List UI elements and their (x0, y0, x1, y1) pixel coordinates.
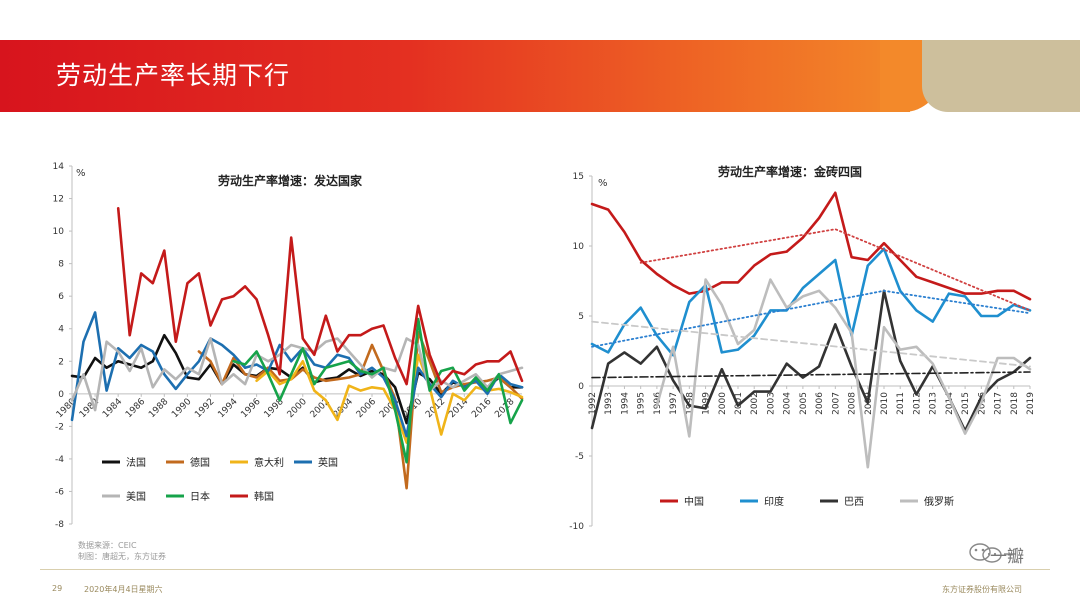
series-line-意大利 (255, 353, 524, 444)
x-tick-label: 1997 (669, 392, 679, 415)
x-tick-label: 2002 (309, 397, 332, 420)
y-tick-label: 4 (58, 325, 64, 335)
y-tick-label: 0 (578, 382, 584, 392)
legend-label: 德国 (190, 456, 210, 469)
footer-divider (40, 569, 1050, 570)
x-tick-label: 1994 (216, 397, 239, 420)
x-tick-label: 2002 (750, 392, 760, 415)
x-tick-label: 2012 (912, 392, 922, 415)
y-tick-label: -8 (55, 520, 64, 530)
series-line-trend-7 (591, 371, 1031, 379)
y-tick-label: -2 (55, 422, 64, 432)
legend-label: 日本 (190, 490, 210, 503)
x-tick-label: 1984 (101, 397, 124, 420)
y-tick-label: 14 (53, 162, 65, 172)
unit-label-0: % (76, 168, 86, 179)
slide-title: 劳动生产率长期下行 (56, 61, 291, 90)
series-line-trend-5 (591, 289, 1031, 348)
series-line-韩国 (116, 207, 524, 386)
x-tick-label: 1990 (170, 397, 193, 420)
y-tick-label: 8 (58, 260, 64, 270)
x-tick-label: 2004 (783, 392, 793, 415)
y-tick-label: -5 (575, 452, 584, 462)
legend-label: 巴西 (844, 496, 864, 508)
x-tick-label: 2003 (766, 392, 776, 415)
source-line-1: 数据来源：CEIC (78, 541, 137, 550)
page-number: 29 (52, 584, 63, 593)
y-tick-label: 12 (53, 195, 64, 205)
x-tick-label: 2015 (961, 392, 971, 415)
y-tick-label: 15 (573, 172, 584, 182)
x-tick-label: 1998 (263, 397, 286, 420)
legend-label: 意大利 (254, 456, 284, 469)
x-tick-label: 1994 (620, 392, 630, 415)
x-tick-label: 1995 (637, 392, 647, 415)
x-tick-label: 2017 (994, 392, 1004, 415)
x-tick-label: 2016 (470, 397, 493, 420)
y-tick-label: 6 (58, 292, 64, 302)
unit-label-1: % (598, 178, 608, 189)
legend-label: 法国 (126, 456, 146, 469)
y-tick-label: -6 (55, 487, 64, 497)
series-line-英国 (70, 311, 524, 438)
series-line-美国 (70, 337, 524, 412)
series-line-印度 (590, 247, 1032, 357)
legend-label: 韩国 (254, 490, 274, 503)
chart-title-0: 劳动生产率增速：发达国家 (218, 173, 363, 188)
x-tick-label: 2011 (896, 392, 906, 415)
watermark-text: 一瓣 (990, 547, 1024, 567)
series-line-trend-6 (591, 320, 1031, 368)
y-tick-label: 10 (573, 242, 585, 252)
y-tick-label: 5 (578, 312, 584, 322)
legend-label: 俄罗斯 (924, 495, 954, 508)
legend-label: 印度 (764, 495, 784, 508)
x-tick-label: 2006 (355, 397, 378, 420)
company-name: 东方证券股份有限公司 (942, 585, 1022, 594)
x-tick-label: 2019 (1026, 392, 1036, 415)
x-tick-label: 2014 (945, 392, 955, 415)
y-tick-label: -4 (55, 455, 64, 465)
x-tick-label: 2006 (815, 392, 825, 415)
series-line-俄罗斯 (655, 278, 1032, 469)
x-tick-label: 1992 (193, 397, 216, 420)
x-tick-label: 2007 (831, 392, 841, 415)
legend-label: 英国 (318, 456, 338, 469)
x-tick-label: 2013 (929, 392, 939, 415)
chart-title-1: 劳动生产率增速：金砖四国 (718, 164, 862, 179)
x-tick-label: 2000 (718, 392, 728, 415)
x-tick-label: 2010 (880, 392, 890, 415)
x-tick-label: 1988 (147, 397, 170, 420)
wechat-logo-icon (969, 543, 1016, 563)
series-line-中国 (590, 191, 1032, 301)
x-tick-label: 2018 (1010, 392, 1020, 415)
footer-date: 2020年4月4日星期六 (84, 585, 163, 594)
y-tick-label: -10 (569, 522, 584, 532)
x-tick-label: 1992 (588, 392, 598, 415)
x-tick-label: 2000 (286, 397, 309, 420)
x-tick-label: 1993 (604, 392, 614, 415)
x-tick-label: 1986 (124, 397, 147, 420)
source-line-2: 制图：唐超无，东方证券 (78, 552, 166, 561)
legend-label: 美国 (126, 490, 146, 503)
decorative-tab (922, 40, 1080, 112)
series-line-日本 (232, 317, 524, 464)
x-tick-label: 2005 (799, 392, 809, 415)
y-tick-label: 2 (58, 357, 64, 367)
y-tick-label: 10 (53, 227, 65, 237)
legend-label: 中国 (684, 495, 704, 508)
x-tick-label: 1998 (685, 392, 695, 415)
series-line-trend-4 (639, 228, 1031, 312)
y-tick-label: 0 (58, 390, 64, 400)
x-tick-label: 2008 (848, 392, 858, 415)
x-tick-label: 1996 (239, 397, 262, 420)
